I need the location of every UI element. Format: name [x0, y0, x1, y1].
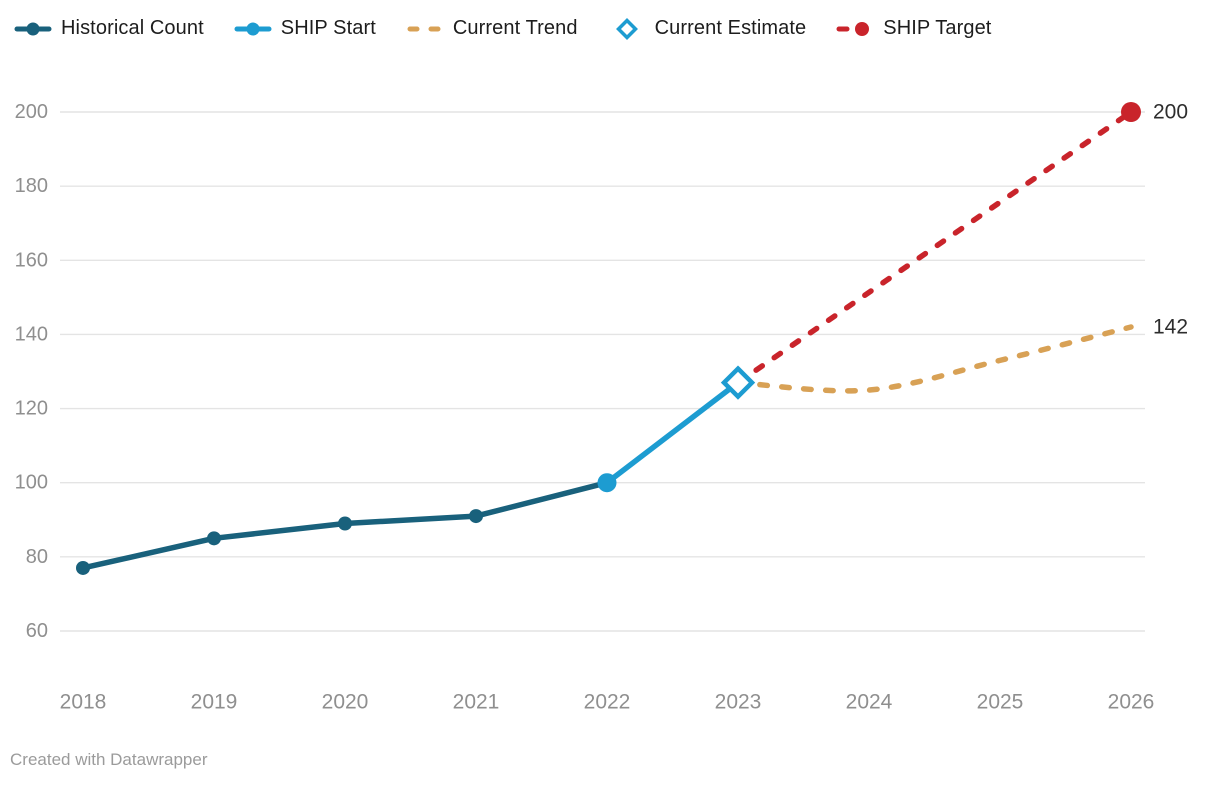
y-tick-label: 140	[15, 323, 48, 345]
series-historical-count-point	[338, 516, 352, 531]
series-current-trend-end-label: 142	[1153, 316, 1188, 339]
chart-legend: Historical Count SHIP Start Current Trend…	[14, 17, 991, 40]
y-tick-label: 160	[15, 249, 48, 271]
legend-item-current-estimate: Current Estimate	[608, 17, 807, 40]
legend-label: Historical Count	[61, 17, 204, 39]
x-tick-label: 2025	[977, 691, 1024, 714]
legend-item-current-trend: Current Trend	[406, 17, 578, 40]
x-tick-label: 2022	[584, 691, 631, 714]
legend-marker-ship-start-icon	[234, 22, 272, 35]
attribution-text: Created with Datawrapper	[10, 750, 208, 769]
x-tick-label: 2019	[191, 691, 238, 714]
y-tick-label: 120	[15, 398, 48, 420]
y-tick-label: 200	[15, 101, 48, 123]
series-current-estimate-marker	[720, 365, 756, 400]
series-current-trend-line	[735, 324, 1134, 394]
x-tick-label: 2024	[846, 691, 893, 714]
legend-marker-ship-target-icon	[836, 21, 870, 36]
series-historical-count-point	[207, 531, 221, 546]
series-ship-target-point	[1121, 102, 1141, 122]
series-historical-count-point	[76, 560, 90, 575]
series-historical-count-point	[469, 509, 483, 524]
legend-marker-historical-count-icon	[14, 22, 52, 35]
series-ship-start-line	[604, 379, 741, 486]
series-ship-target-end-label: 200	[1153, 101, 1188, 124]
y-tick-label: 100	[15, 472, 48, 494]
y-tick-label: 80	[26, 546, 48, 568]
legend-item-ship-target: SHIP Target	[836, 17, 991, 40]
legend-label: SHIP Target	[883, 17, 992, 39]
line-chart: 60 80 100 120 140 160 180 200 2018 2019 2020 2021 20…	[15, 101, 1188, 714]
x-tick-label: 2020	[322, 691, 369, 714]
x-tick-label: 2026	[1108, 691, 1155, 714]
y-tick-label: 180	[15, 175, 48, 197]
y-tick-label: 60	[26, 620, 48, 642]
x-tick-label: 2021	[453, 691, 500, 714]
legend-label: Current Estimate	[654, 17, 807, 39]
x-tick-label: 2023	[715, 691, 762, 714]
legend-label: Current Trend	[452, 17, 578, 39]
legend-item-ship-start: SHIP Start	[234, 17, 376, 40]
series-ship-start-point	[597, 473, 617, 493]
legend-item-historical-count: Historical Count	[14, 17, 204, 40]
legend-marker-current-trend-icon	[407, 26, 443, 31]
x-tick-label: 2018	[60, 691, 107, 714]
series-ship-target-line	[735, 109, 1134, 386]
legend-marker-current-estimate-icon	[615, 17, 638, 40]
legend-label: SHIP Start	[280, 17, 376, 39]
